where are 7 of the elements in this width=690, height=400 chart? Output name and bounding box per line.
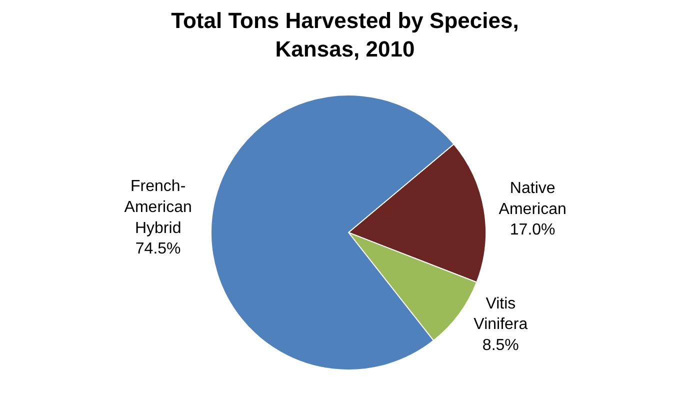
slice-label: Native American (498, 180, 566, 218)
data-label: 8.5% (482, 336, 519, 354)
data-label: 74.5% (135, 240, 181, 258)
slice-label: Vitis Vinifera (474, 295, 528, 334)
slice-label: French-American Hybrid (124, 178, 192, 237)
data-label: 17.0% (510, 222, 556, 239)
chart-title: Total Tons Harvested by Species, Kansas, 2010 (171, 8, 519, 62)
